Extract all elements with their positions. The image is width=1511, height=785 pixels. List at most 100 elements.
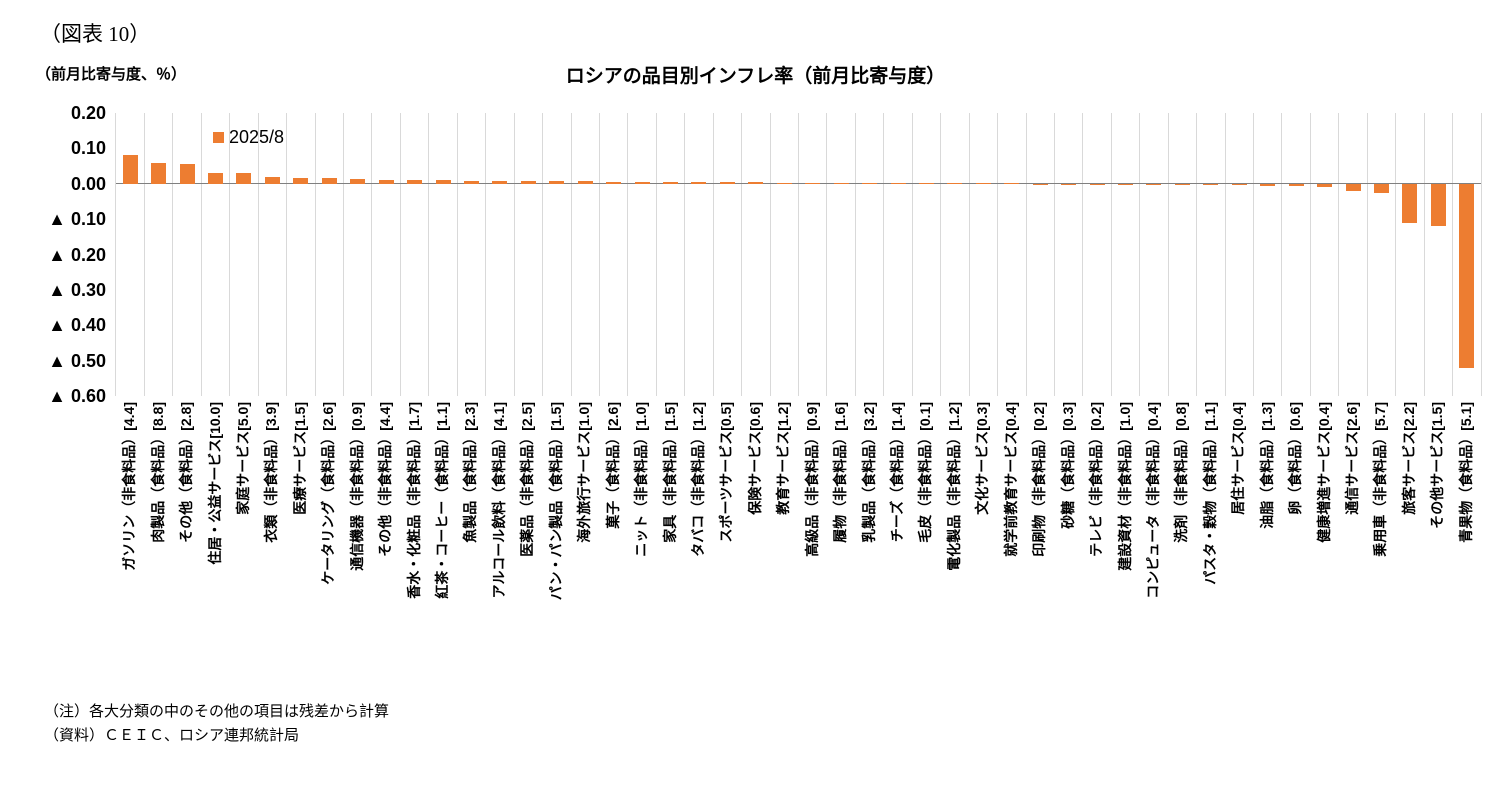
category-label: パン・パン製品（食料品）[1.5] — [547, 402, 564, 601]
gridline — [798, 113, 799, 396]
bar — [1203, 183, 1219, 185]
category-label: 家庭サービス[5.0] — [234, 402, 251, 515]
gridline — [997, 113, 999, 396]
category-label: 肉製品（食料品）[8.8] — [149, 402, 166, 543]
gridline — [428, 113, 430, 396]
gridline — [570, 113, 572, 396]
category-label: 油脂（食料品）[1.3] — [1258, 402, 1275, 529]
gridline — [684, 113, 686, 396]
gridline — [1338, 113, 1340, 396]
bar — [350, 179, 366, 184]
gridline — [143, 113, 145, 396]
gridline — [257, 113, 259, 396]
gridline — [286, 113, 288, 396]
category-label: 文化サービス[0.3] — [974, 402, 991, 515]
bar — [1430, 183, 1446, 227]
gridline — [769, 113, 771, 396]
gridline — [1452, 113, 1454, 396]
bar — [663, 181, 679, 184]
category-label: 電化製品（非食料品）[1.2] — [945, 402, 962, 571]
bar — [1317, 183, 1333, 187]
legend: 2025/8 — [213, 127, 284, 148]
category-label: 履物（非食料品）[1.6] — [832, 402, 849, 543]
bar — [918, 183, 934, 184]
legend-label: 2025/8 — [229, 127, 285, 147]
bar — [606, 181, 622, 184]
category-label: 乗用車（非食料品）[5.7] — [1372, 402, 1389, 557]
bar — [1345, 183, 1361, 191]
bar — [151, 162, 167, 184]
gridline — [598, 113, 600, 396]
category-label: 保険サービス[0.6] — [746, 402, 763, 515]
category-label: タバコ（非食料品）[1.2] — [689, 402, 706, 557]
bar — [1402, 183, 1418, 223]
category-label: 高級品（非食料品）[0.9] — [803, 402, 820, 557]
category-label: ニット（非食料品）[1.0] — [633, 402, 650, 557]
bar — [435, 180, 451, 184]
bar — [1231, 183, 1247, 186]
gridline — [627, 113, 629, 396]
y-axis-tick-label: 0.00 — [70, 173, 106, 194]
gridline — [883, 113, 885, 396]
gridline — [200, 113, 202, 396]
category-label: 砂糖（食料品）[0.3] — [1059, 402, 1076, 529]
bar — [748, 182, 764, 184]
gridline — [854, 113, 856, 396]
category-label: 就学前教育サービス[0.4] — [1002, 402, 1019, 557]
gridline — [1082, 113, 1084, 396]
bar — [1146, 183, 1162, 185]
y-axis-tick-label: ▲ 0.60 — [48, 386, 106, 406]
gridline — [1110, 113, 1112, 396]
category-label: 教育サービス[1.2] — [775, 402, 792, 515]
bar — [1174, 183, 1190, 185]
gridline — [712, 113, 714, 396]
category-label: 印刷物（非食料品）[0.2] — [1031, 402, 1048, 557]
gridline — [911, 113, 913, 396]
bar — [549, 180, 565, 184]
bar — [264, 176, 280, 184]
gridline — [1053, 113, 1055, 396]
gridline — [655, 113, 657, 396]
category-label: 通信サービス[2.6] — [1344, 402, 1361, 515]
y-axis-tick-label: 0.20 — [70, 103, 106, 123]
category-label: 海外旅行サービス[1.0] — [576, 402, 593, 543]
gridline — [940, 113, 942, 396]
category-label: 菓子（食料品）[2.6] — [604, 402, 621, 529]
category-label: その他（食料品）[2.8] — [178, 402, 195, 543]
bar — [577, 181, 593, 184]
gridline — [229, 113, 231, 396]
category-label: アルコール飲料（食料品）[4.1] — [490, 402, 507, 599]
gridline — [1281, 113, 1283, 396]
zero-axis-line — [116, 183, 1481, 185]
bar — [407, 179, 423, 184]
y-axis-unit-label: （前月比寄与度、％） — [36, 66, 187, 83]
source-line: （資料）ＣＥＩＣ、ロシア連邦統計局 — [44, 727, 300, 744]
gridline — [1309, 113, 1311, 396]
category-label: 旅客サービス[2.2] — [1400, 402, 1417, 515]
gridline — [1025, 113, 1027, 396]
gridline — [371, 113, 373, 396]
y-axis-tick-label: ▲ 0.40 — [48, 315, 106, 336]
figure-label: （図表 10） — [40, 22, 151, 46]
category-label: 毛皮（非食料品）[0.1] — [917, 402, 934, 543]
bar — [890, 183, 906, 184]
category-label: 家具（非食料品）[1.5] — [661, 402, 678, 543]
category-label: 衣類（非食料品）[3.9] — [263, 402, 280, 543]
bar — [293, 178, 309, 184]
category-label: 紅茶・コーヒー（食料品）[1.1] — [434, 402, 451, 599]
category-label: その他（非食料品）[4.4] — [377, 402, 394, 557]
bar — [321, 178, 337, 184]
category-label: 医薬品（非食料品）[2.5] — [519, 402, 536, 557]
category-label: 洗剤（非食料品）[0.8] — [1173, 402, 1190, 543]
gridline — [1423, 113, 1425, 396]
gridline — [1196, 113, 1198, 396]
bar — [1260, 183, 1276, 186]
category-label: チーズ（食料品）[1.4] — [889, 402, 906, 543]
note-line: （注）各大分類の中のその他の項目は残差から計算 — [44, 703, 390, 720]
chart-title: ロシアの品目別インフレ率（前月比寄与度） — [565, 66, 946, 87]
bar — [179, 164, 195, 184]
gridline — [1395, 113, 1397, 396]
bar — [1459, 183, 1475, 368]
bar — [236, 173, 252, 184]
gridline — [1139, 113, 1141, 396]
